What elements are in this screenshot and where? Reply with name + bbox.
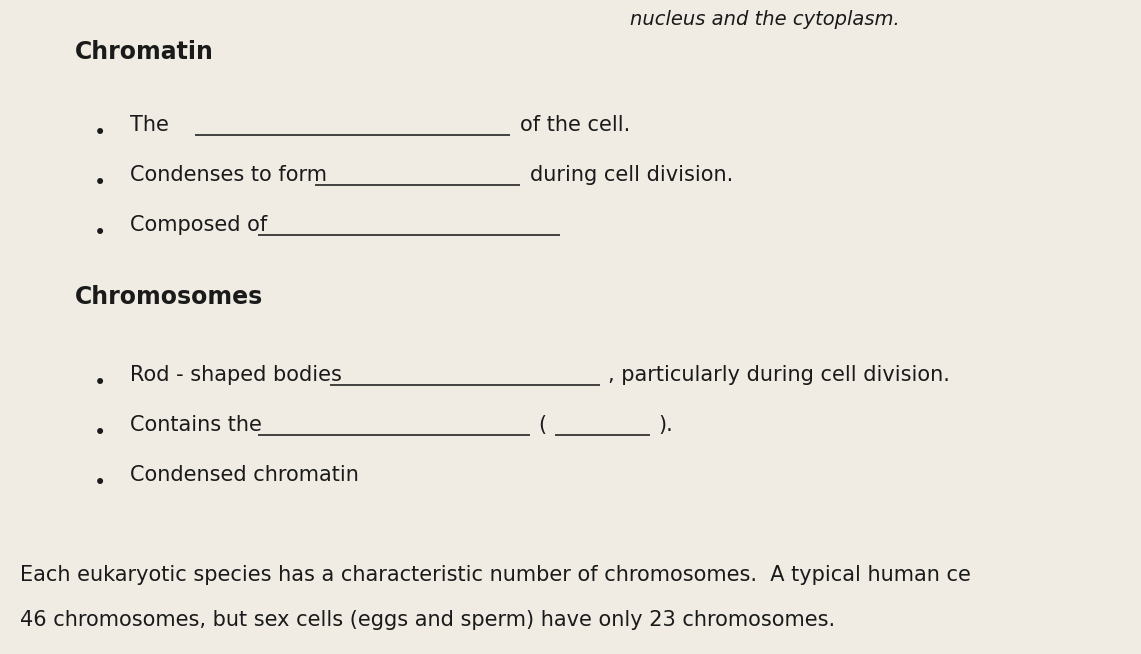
Text: •: • [94,173,106,193]
Text: during cell division.: during cell division. [531,165,734,185]
Text: The: The [130,115,169,135]
Text: ).: ). [658,415,673,435]
Text: Contains the: Contains the [130,415,262,435]
Text: •: • [94,123,106,143]
Text: , particularly during cell division.: , particularly during cell division. [608,365,949,385]
Text: •: • [94,223,106,243]
Text: •: • [94,423,106,443]
Text: Chromosomes: Chromosomes [75,285,264,309]
Text: of the cell.: of the cell. [520,115,630,135]
Text: Condenses to form: Condenses to form [130,165,327,185]
Text: nucleus and the cytoplasm.: nucleus and the cytoplasm. [630,10,900,29]
Text: Each eukaryotic species has a characteristic number of chromosomes.  A typical h: Each eukaryotic species has a characteri… [21,565,971,585]
Text: Chromatin: Chromatin [75,40,213,64]
Text: 46 chromosomes, but sex cells (eggs and sperm) have only 23 chromosomes.: 46 chromosomes, but sex cells (eggs and … [21,610,835,630]
Text: Composed of: Composed of [130,215,267,235]
Text: Rod - shaped bodies: Rod - shaped bodies [130,365,342,385]
Text: •: • [94,373,106,393]
Text: •: • [94,473,106,493]
Text: (: ( [539,415,547,435]
Text: Condensed chromatin: Condensed chromatin [130,465,359,485]
